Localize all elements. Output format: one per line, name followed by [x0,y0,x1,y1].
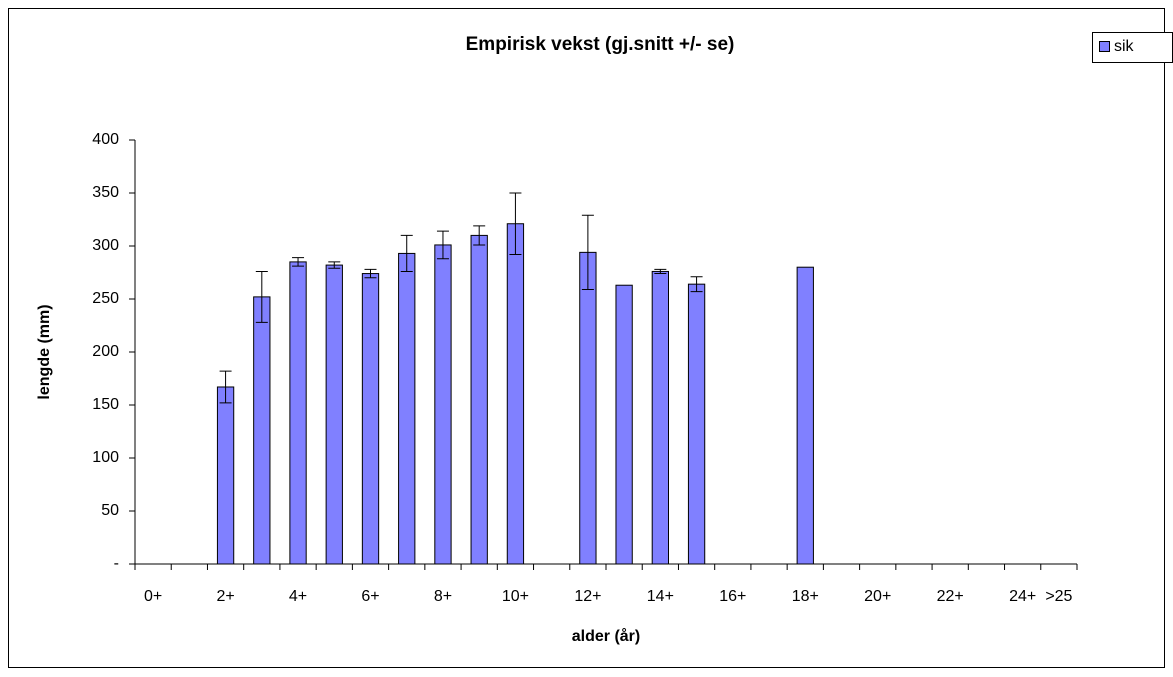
error-bar [292,257,305,267]
bar [361,273,380,565]
y-tick-label: 100 [92,449,119,466]
error-bar [436,230,449,260]
error-bar [581,214,594,290]
bar [253,296,271,565]
bar [398,252,416,565]
bar [325,264,343,565]
y-tick-label: - [114,555,119,572]
x-tick-label: 22+ [937,588,964,605]
x-tick-label: 8+ [434,588,452,605]
y-tick-label: 150 [92,396,119,413]
bar [579,251,597,565]
bar [506,223,525,565]
bar [470,234,488,565]
bar [796,266,814,565]
error-bar [473,225,486,246]
y-axis-title: lengde (mm) [36,304,53,399]
x-axis-title: alder (år) [572,627,640,645]
x-tick-label: 20+ [864,588,891,605]
error-bar [255,270,268,323]
error-bar [509,192,522,255]
x-tick-label: 24+ [1009,588,1036,605]
x-tick-label: >25 [1045,588,1072,605]
bar [615,284,633,565]
x-tick-label: 4+ [289,588,307,605]
x-tick-label: 10+ [502,588,529,605]
bar [434,244,452,565]
legend-swatch [1099,41,1110,52]
y-tick-label: 250 [92,290,119,307]
bar [651,270,669,565]
x-tick-label: 2+ [216,588,234,605]
y-tick-label: 300 [92,237,119,254]
x-tick-label: 0+ [144,588,162,605]
bar [289,261,307,565]
x-tick-label: 16+ [719,588,746,605]
y-tick-label: 200 [92,343,119,360]
y-tick-label: 50 [101,502,119,519]
x-tick-label: 18+ [792,588,819,605]
error-bar [654,268,667,275]
error-bar [690,276,703,293]
chart-title: Empirisk vekst (gj.snitt +/- se) [466,34,735,55]
error-bar [364,268,377,279]
y-tick-label: 350 [92,184,119,201]
x-tick-label: 6+ [361,588,379,605]
bar [687,283,706,565]
error-bar [328,261,341,269]
x-tick-label: 14+ [647,588,674,605]
error-bar [400,234,413,272]
legend-label: sik [1114,38,1135,55]
y-tick-label: 400 [92,131,119,148]
error-bar [219,370,232,404]
x-tick-label: 12+ [574,588,601,605]
bar [216,386,235,565]
